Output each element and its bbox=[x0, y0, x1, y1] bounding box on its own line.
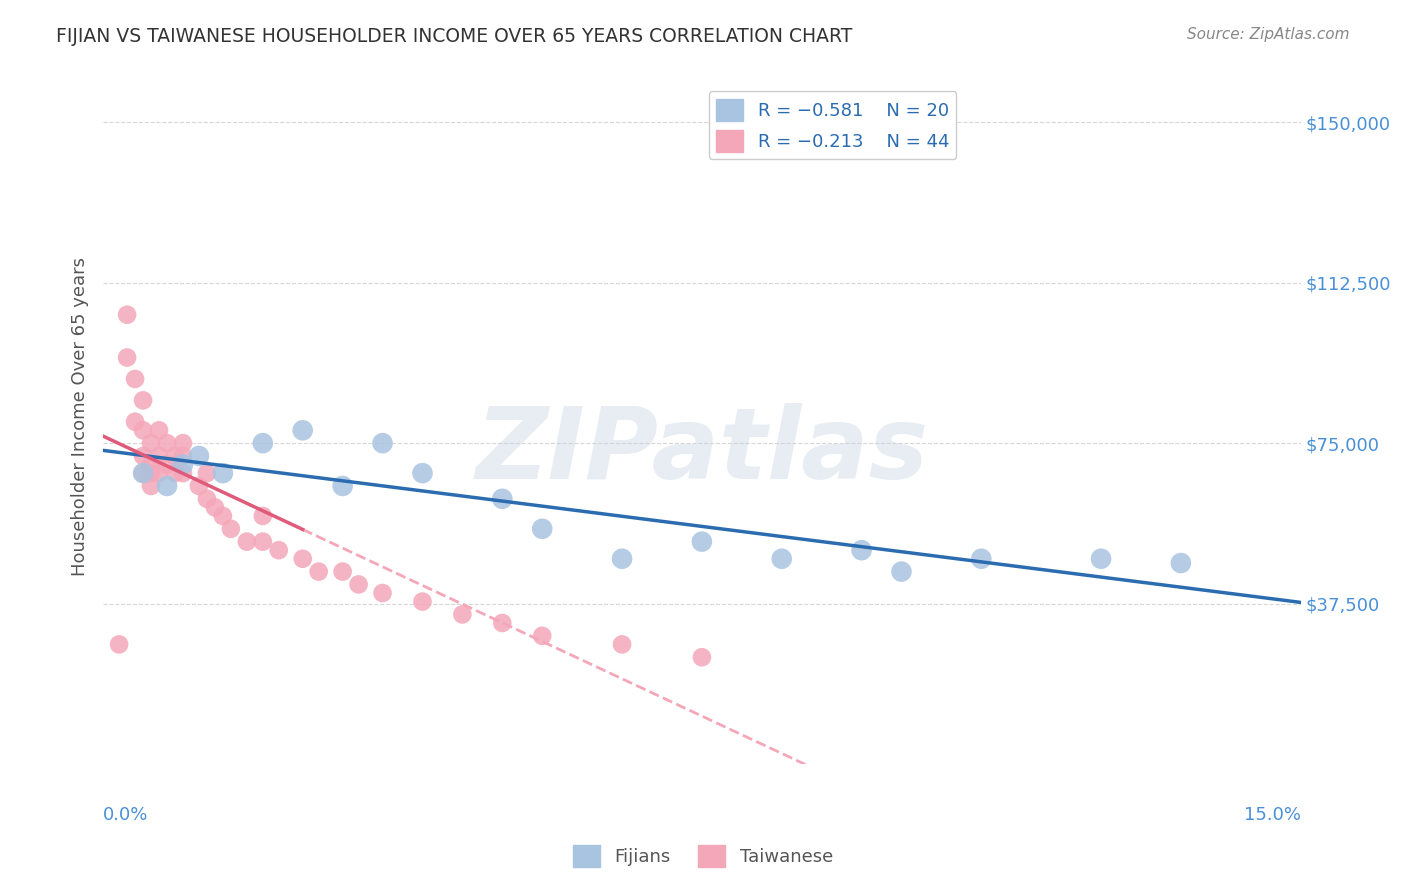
Point bbox=[347, 577, 370, 591]
Point bbox=[219, 522, 242, 536]
Y-axis label: Householder Income Over 65 years: Householder Income Over 65 years bbox=[72, 257, 89, 576]
Point bbox=[690, 534, 713, 549]
Point bbox=[291, 551, 314, 566]
Point bbox=[163, 466, 186, 480]
Point bbox=[172, 436, 194, 450]
Legend: R = −0.581    N = 20, R = −0.213    N = 44: R = −0.581 N = 20, R = −0.213 N = 44 bbox=[709, 92, 956, 159]
Point bbox=[195, 466, 218, 480]
Point bbox=[690, 650, 713, 665]
Point bbox=[308, 565, 330, 579]
Point bbox=[1170, 556, 1192, 570]
Point bbox=[139, 479, 162, 493]
Point bbox=[124, 372, 146, 386]
Point bbox=[236, 534, 259, 549]
Text: FIJIAN VS TAIWANESE HOUSEHOLDER INCOME OVER 65 YEARS CORRELATION CHART: FIJIAN VS TAIWANESE HOUSEHOLDER INCOME O… bbox=[56, 27, 852, 45]
Point bbox=[156, 479, 179, 493]
Point bbox=[970, 551, 993, 566]
Point bbox=[371, 586, 394, 600]
Point bbox=[531, 629, 554, 643]
Point bbox=[148, 466, 170, 480]
Point bbox=[195, 491, 218, 506]
Text: ZIPatlas: ZIPatlas bbox=[475, 402, 928, 500]
Point bbox=[187, 449, 209, 463]
Point bbox=[115, 308, 138, 322]
Point bbox=[610, 551, 633, 566]
Point bbox=[411, 594, 433, 608]
Point bbox=[132, 449, 155, 463]
Point bbox=[139, 466, 162, 480]
Point bbox=[252, 534, 274, 549]
Point bbox=[139, 458, 162, 472]
Point bbox=[252, 508, 274, 523]
Point bbox=[411, 466, 433, 480]
Text: 15.0%: 15.0% bbox=[1244, 806, 1301, 824]
Point bbox=[252, 436, 274, 450]
Point bbox=[172, 458, 194, 472]
Point bbox=[267, 543, 290, 558]
Legend: Fijians, Taiwanese: Fijians, Taiwanese bbox=[567, 838, 839, 874]
Point bbox=[212, 466, 235, 480]
Point bbox=[132, 466, 155, 480]
Point bbox=[610, 637, 633, 651]
Point bbox=[124, 415, 146, 429]
Point bbox=[332, 565, 354, 579]
Point bbox=[491, 491, 513, 506]
Point bbox=[890, 565, 912, 579]
Point bbox=[132, 466, 155, 480]
Point bbox=[1090, 551, 1112, 566]
Point bbox=[139, 436, 162, 450]
Point bbox=[531, 522, 554, 536]
Point bbox=[332, 479, 354, 493]
Text: 0.0%: 0.0% bbox=[103, 806, 149, 824]
Point bbox=[148, 449, 170, 463]
Point bbox=[172, 466, 194, 480]
Point bbox=[291, 423, 314, 437]
Point bbox=[204, 500, 226, 515]
Point bbox=[371, 436, 394, 450]
Point bbox=[132, 393, 155, 408]
Point bbox=[115, 351, 138, 365]
Point bbox=[148, 423, 170, 437]
Point bbox=[491, 615, 513, 630]
Point bbox=[451, 607, 474, 622]
Point bbox=[212, 508, 235, 523]
Point bbox=[132, 423, 155, 437]
Point bbox=[851, 543, 873, 558]
Text: Source: ZipAtlas.com: Source: ZipAtlas.com bbox=[1187, 27, 1350, 42]
Point bbox=[163, 449, 186, 463]
Point bbox=[770, 551, 793, 566]
Point bbox=[156, 436, 179, 450]
Point bbox=[187, 479, 209, 493]
Point bbox=[156, 458, 179, 472]
Point bbox=[108, 637, 131, 651]
Point bbox=[172, 449, 194, 463]
